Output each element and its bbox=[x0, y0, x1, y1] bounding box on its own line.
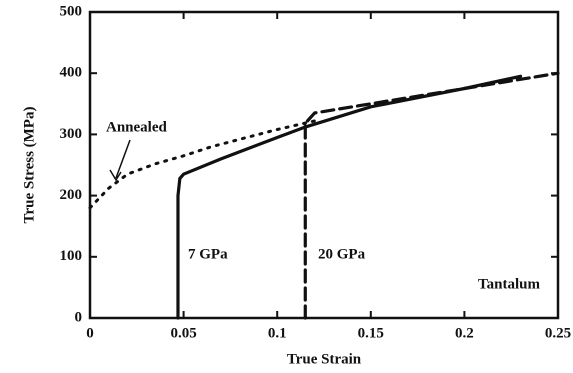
x-tick-label: 0.05 bbox=[170, 325, 196, 341]
annotation: Annealed bbox=[106, 119, 168, 135]
x-axis-label: True Strain bbox=[287, 351, 362, 367]
annotation: 7 GPa bbox=[188, 246, 228, 262]
y-tick-label: 0 bbox=[75, 309, 83, 325]
series-line bbox=[88, 119, 317, 210]
x-tick-label: 0.2 bbox=[455, 325, 474, 341]
annotation: 20 GPa bbox=[318, 246, 366, 262]
x-tick-label: 0.1 bbox=[268, 325, 287, 341]
y-axis-label: True Stress (MPa) bbox=[21, 107, 37, 224]
series-line bbox=[176, 74, 523, 320]
x-tick-label: 0 bbox=[86, 325, 94, 341]
y-tick-label: 400 bbox=[60, 65, 83, 81]
series-line bbox=[303, 71, 560, 320]
y-tick-label: 500 bbox=[60, 3, 83, 19]
x-tick-label: 0.15 bbox=[358, 325, 384, 341]
y-tick-label: 300 bbox=[60, 126, 83, 142]
annotation: Tantalum bbox=[478, 276, 540, 292]
y-tick-label: 100 bbox=[60, 248, 83, 264]
annotation-arrow bbox=[109, 139, 131, 182]
plot-frame bbox=[88, 10, 560, 320]
x-tick-label: 0.25 bbox=[545, 325, 571, 341]
y-tick-label: 200 bbox=[60, 187, 83, 203]
